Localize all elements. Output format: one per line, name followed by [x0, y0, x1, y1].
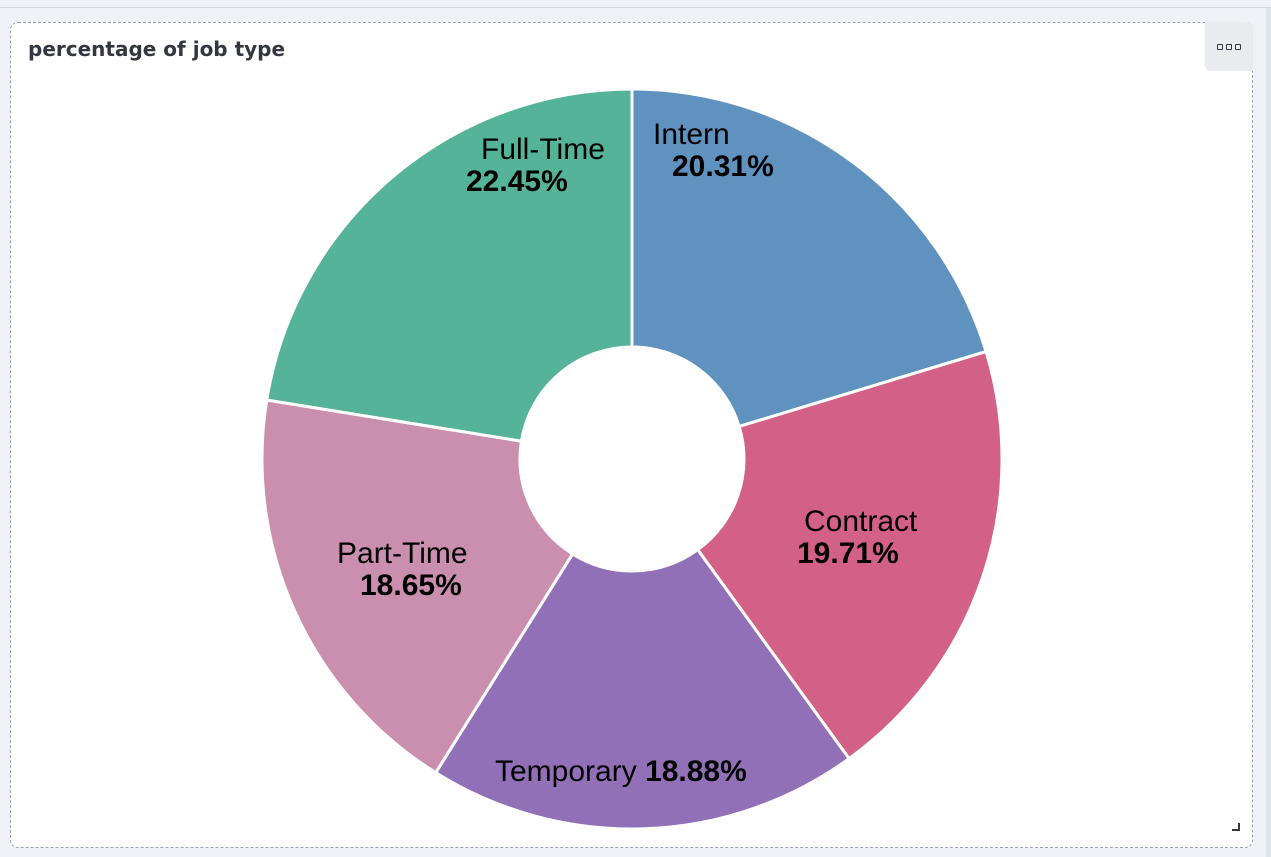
slice-label-name: Contract — [804, 505, 918, 538]
options-dots-icon — [1235, 43, 1241, 50]
slice-label-name: Full-Time — [481, 133, 605, 166]
top-divider — [0, 7, 1271, 8]
slice-temporary[interactable] — [433, 547, 852, 831]
slice-label: Temporary 18.88% — [495, 755, 747, 788]
slice-label-percent: 20.31% — [672, 150, 774, 183]
slice-label-percent: 19.71% — [797, 537, 899, 570]
slice-label-name: Part-Time — [337, 537, 468, 570]
slice-contract[interactable] — [695, 349, 1004, 761]
slice-label-percent: 18.88% — [645, 755, 747, 788]
slice-label-name: Temporary — [495, 755, 645, 788]
slice-intern[interactable] — [630, 87, 988, 429]
options-dots-icon — [1217, 43, 1223, 50]
slice-full-time[interactable] — [265, 87, 634, 443]
slice-label-percent: 22.45% — [466, 165, 568, 198]
slice-label-name: Intern — [653, 118, 730, 151]
slice-label-percent: 18.65% — [360, 569, 462, 602]
resize-corner-icon[interactable] — [1232, 823, 1240, 831]
slice-part-time[interactable] — [260, 398, 575, 775]
panel-title: percentage of job type — [28, 37, 286, 61]
options-dots-icon — [1226, 43, 1232, 50]
scrollbar-track[interactable] — [1266, 8, 1271, 857]
panel-options-button[interactable] — [1205, 22, 1253, 71]
